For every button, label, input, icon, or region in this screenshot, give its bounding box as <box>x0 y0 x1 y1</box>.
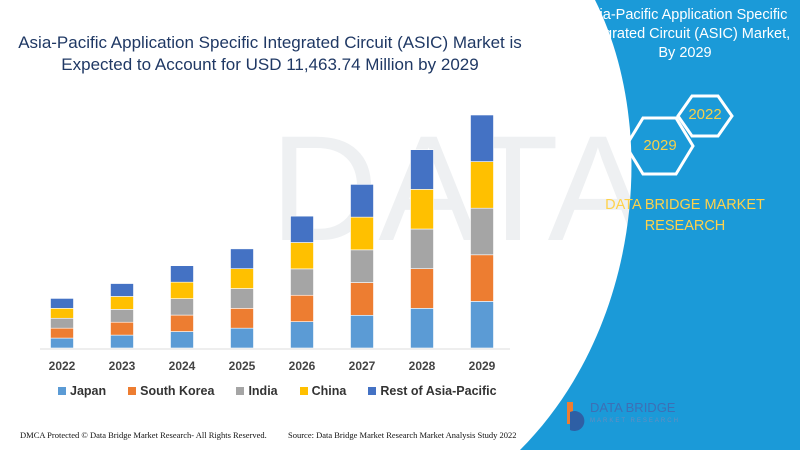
legend-swatch <box>128 387 137 395</box>
bar-segment-2028-china <box>410 189 434 230</box>
chart: 2022 2023 2024 2025 2026 2027 2028 2029 <box>49 114 496 373</box>
footer-copyright: DMCA Protected © Data Bridge Market Rese… <box>20 430 267 440</box>
bar-segment-2024-rest-of-asia-pacific <box>170 265 194 283</box>
bar-segment-2026-japan <box>290 321 314 349</box>
bar-segment-2028-south-korea <box>410 268 434 309</box>
x-tick-label: 2023 <box>109 359 136 373</box>
bar-segment-2022-japan <box>50 337 74 349</box>
bar-segment-2025-japan <box>230 327 254 349</box>
bar-segment-2024-india <box>170 298 194 316</box>
x-tick-label: 2028 <box>409 359 436 373</box>
bar-segment-2028-rest-of-asia-pacific <box>410 149 434 190</box>
bar-segment-2027-japan <box>350 314 374 349</box>
bar-segment-2023-india <box>110 309 134 323</box>
legend-swatch <box>368 387 377 395</box>
bar-segment-2027-china <box>350 216 374 251</box>
bar-segment-2029-rest-of-asia-pacific <box>470 114 494 162</box>
legend-label: China <box>311 384 347 398</box>
bar-segment-2029-japan <box>470 301 494 349</box>
bar-segment-2022-india <box>50 317 74 329</box>
legend-label: India <box>248 384 278 398</box>
bar-segment-2022-china <box>50 308 74 319</box>
bar-segment-2022-rest-of-asia-pacific <box>50 298 74 309</box>
logo-name: DATA BRIDGE <box>590 400 676 415</box>
bar-segment-2024-japan <box>170 331 194 349</box>
logo-icon <box>567 402 585 431</box>
bar-segment-2029-india <box>470 207 494 256</box>
legend-item: Japan <box>58 384 106 398</box>
x-tick-label: 2022 <box>49 359 76 373</box>
legend-item: China <box>299 384 347 398</box>
logo-sub: MARKET RESEARCH <box>590 418 680 424</box>
bar-segment-2022-south-korea <box>50 327 74 339</box>
bar-segment-2026-south-korea <box>290 294 314 322</box>
legend-label: South Korea <box>140 384 215 398</box>
bar-segment-2025-rest-of-asia-pacific <box>230 248 254 269</box>
bar-segment-2023-japan <box>110 334 134 349</box>
bar-segment-2027-rest-of-asia-pacific <box>350 184 374 218</box>
hex-label-2022: 2022 <box>688 106 722 123</box>
legend-item: Rest of Asia-Pacific <box>368 384 497 398</box>
bar-segment-2027-india <box>350 249 374 283</box>
bar-segment-2027-south-korea <box>350 282 374 316</box>
legend-label: Japan <box>70 384 107 398</box>
bar-segment-2026-rest-of-asia-pacific <box>290 215 314 243</box>
x-tick-label: 2029 <box>469 359 496 373</box>
x-tick-label: 2026 <box>289 359 316 373</box>
bar-segment-2025-china <box>230 268 254 289</box>
bar-segment-2026-india <box>290 268 314 296</box>
bar-segment-2028-india <box>410 228 434 269</box>
chart-title: Asia-Pacific Application Specific Integr… <box>18 33 522 74</box>
watermark: DATA <box>270 104 648 272</box>
x-tick-label: 2025 <box>229 359 256 373</box>
legend-item: India <box>236 384 278 398</box>
bar-segment-2026-china <box>290 242 314 270</box>
hexagon-2022 <box>676 94 734 138</box>
legend: Japan South Korea India China Rest of Asia-P… <box>58 384 497 398</box>
bar-segment-2023-rest-of-asia-pacific <box>110 283 134 297</box>
panel-title: Asia-Pacific Application Specific Integr… <box>579 7 791 61</box>
bar-segment-2029-china <box>470 161 494 209</box>
bar-segment-2029-south-korea <box>470 254 494 302</box>
bar-segment-2025-india <box>230 288 254 309</box>
bar-segment-2023-china <box>110 296 134 310</box>
legend-item: South Korea <box>128 384 214 398</box>
bar-segment-2024-china <box>170 281 194 299</box>
bar-segment-2024-south-korea <box>170 314 194 332</box>
brand-text: DATA BRIDGE MARKET RESEARCH <box>605 197 765 234</box>
bar-segment-2023-south-korea <box>110 321 134 336</box>
hex-label-2029: 2029 <box>643 137 677 154</box>
x-tick-label: 2024 <box>169 359 196 373</box>
bar-segment-2025-south-korea <box>230 308 254 329</box>
legend-label: Rest of Asia-Pacific <box>380 384 497 398</box>
hexagon-2029 <box>624 116 695 176</box>
legend-swatch <box>236 387 245 395</box>
x-tick-label: 2027 <box>349 359 376 373</box>
bar-segment-2028-japan <box>410 308 434 349</box>
legend-swatch <box>58 387 66 395</box>
legend-swatch <box>299 387 308 395</box>
footer-source: Source: Data Bridge Market Research Mark… <box>288 430 517 440</box>
